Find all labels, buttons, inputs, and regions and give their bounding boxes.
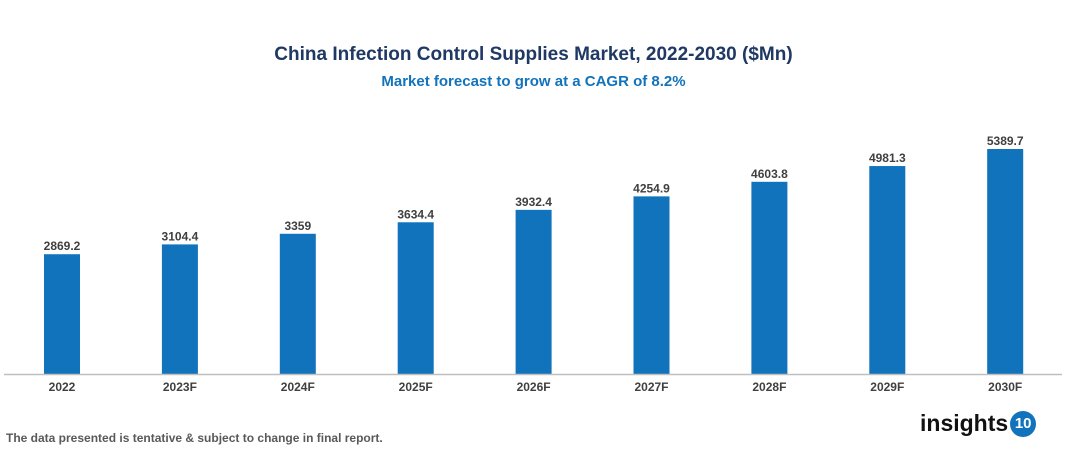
insights10-logo: insights 10: [920, 410, 1037, 437]
bar: [869, 166, 906, 374]
chart-subtitle: Market forecast to grow at a CAGR of 8.2…: [381, 73, 686, 90]
data-label: 2869.2: [44, 239, 81, 253]
data-label: 3104.4: [162, 229, 199, 243]
data-label: 3634.4: [397, 207, 434, 221]
x-tick-label: 2030F: [988, 380, 1022, 394]
logo-text: insights: [920, 410, 1009, 436]
x-tick-label: 2029F: [870, 380, 904, 394]
bar: [44, 254, 80, 374]
data-label: 3359: [284, 219, 311, 233]
x-tick-label: 2022: [49, 380, 76, 394]
bar: [633, 196, 670, 374]
data-label: 3932.4: [515, 195, 552, 209]
logo-badge: 10: [1010, 410, 1037, 437]
data-label: 4254.9: [633, 181, 670, 195]
bar: [279, 233, 316, 374]
bar: [161, 244, 198, 374]
bar: [515, 209, 552, 374]
x-tick-label: 2027F: [634, 380, 668, 394]
bar: [751, 181, 788, 374]
data-label: 5389.7: [987, 134, 1024, 148]
x-tick-label: 2024F: [281, 380, 315, 394]
data-label: 4603.8: [751, 167, 788, 181]
bar: [397, 222, 434, 374]
x-tick-label: 2025F: [399, 380, 433, 394]
chart-title: China Infection Control Supplies Market,…: [274, 44, 793, 65]
footnote: The data presented is tentative & subjec…: [6, 431, 383, 445]
x-tick-label: 2028F: [752, 380, 786, 394]
x-tick-label: 2026F: [517, 380, 551, 394]
x-tick-label: 2023F: [163, 380, 197, 394]
bar: [987, 149, 1024, 374]
data-label: 4981.3: [869, 151, 906, 165]
